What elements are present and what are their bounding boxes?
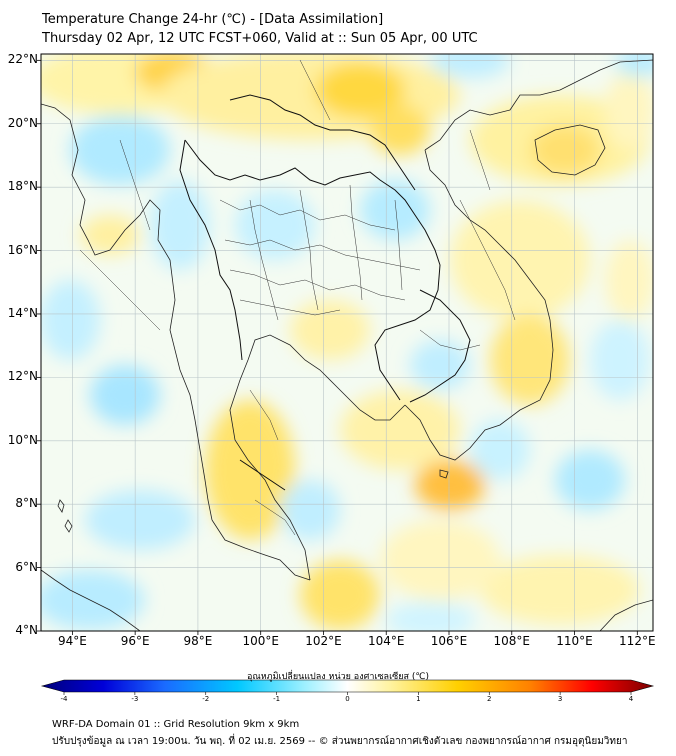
colorbar-tick-label: -4 bbox=[60, 695, 68, 703]
colorbar-tick-label: -3 bbox=[131, 695, 139, 703]
lat-label: 4°N bbox=[15, 623, 38, 637]
lat-label: 14°N bbox=[7, 305, 38, 320]
lon-label: 112°E bbox=[619, 634, 656, 648]
lon-label: 106°E bbox=[430, 634, 468, 648]
coastlines bbox=[41, 59, 653, 631]
map-title: Temperature Change 24-hr (℃) - [Data Ass… bbox=[42, 12, 384, 27]
lat-label: 22°N bbox=[7, 52, 38, 67]
colorbar-tick-label: 1 bbox=[416, 695, 421, 703]
country-borders bbox=[179, 94, 471, 491]
colorbar-tick-label: 4 bbox=[628, 695, 634, 703]
lon-label: 100°E bbox=[242, 634, 279, 648]
lat-label: 20°N bbox=[7, 115, 38, 130]
lon-label: 94°E bbox=[57, 634, 87, 648]
footer-update-info: ปรับปรุงข้อมูล ณ เวลา 19:00น. วัน พฤ. ที… bbox=[52, 736, 628, 747]
colorbar-tick-label: 0 bbox=[345, 695, 350, 703]
lat-label: 8°N bbox=[15, 496, 38, 511]
lon-label: 104°E bbox=[367, 634, 405, 648]
lon-label: 102°E bbox=[305, 634, 342, 648]
lon-label: 96°E bbox=[120, 634, 150, 648]
lon-label: 110°E bbox=[556, 634, 593, 648]
lat-label: 6°N bbox=[15, 559, 38, 574]
province-borders bbox=[79, 59, 516, 536]
lon-label: 98°E bbox=[183, 634, 213, 648]
colorbar bbox=[40, 679, 655, 695]
lat-label: 10°N bbox=[7, 432, 38, 447]
lat-label: 18°N bbox=[7, 179, 38, 194]
colorbar-tick-label: -1 bbox=[273, 695, 281, 703]
colorbar-ticks bbox=[63, 692, 632, 695]
colorbar-title: อุณหภูมิเปลี่ยนแปลง หน่วย องศาเซลเซียส (… bbox=[246, 672, 430, 682]
colorbar-tick-label: -2 bbox=[202, 695, 210, 703]
lat-label: 12°N bbox=[7, 369, 38, 384]
colorbar-tick-label: 3 bbox=[557, 695, 563, 703]
colorbar-tick-label: 2 bbox=[487, 695, 492, 703]
map-subtitle: Thursday 02 Apr, 12 UTC FCST+060, Valid … bbox=[42, 31, 478, 46]
lon-label: 108°E bbox=[493, 634, 531, 648]
lat-label: 16°N bbox=[7, 242, 38, 257]
map-frame bbox=[40, 53, 654, 632]
temperature-field bbox=[41, 54, 653, 631]
footer-model-info: WRF-DA Domain 01 :: Grid Resolution 9km … bbox=[52, 719, 300, 730]
